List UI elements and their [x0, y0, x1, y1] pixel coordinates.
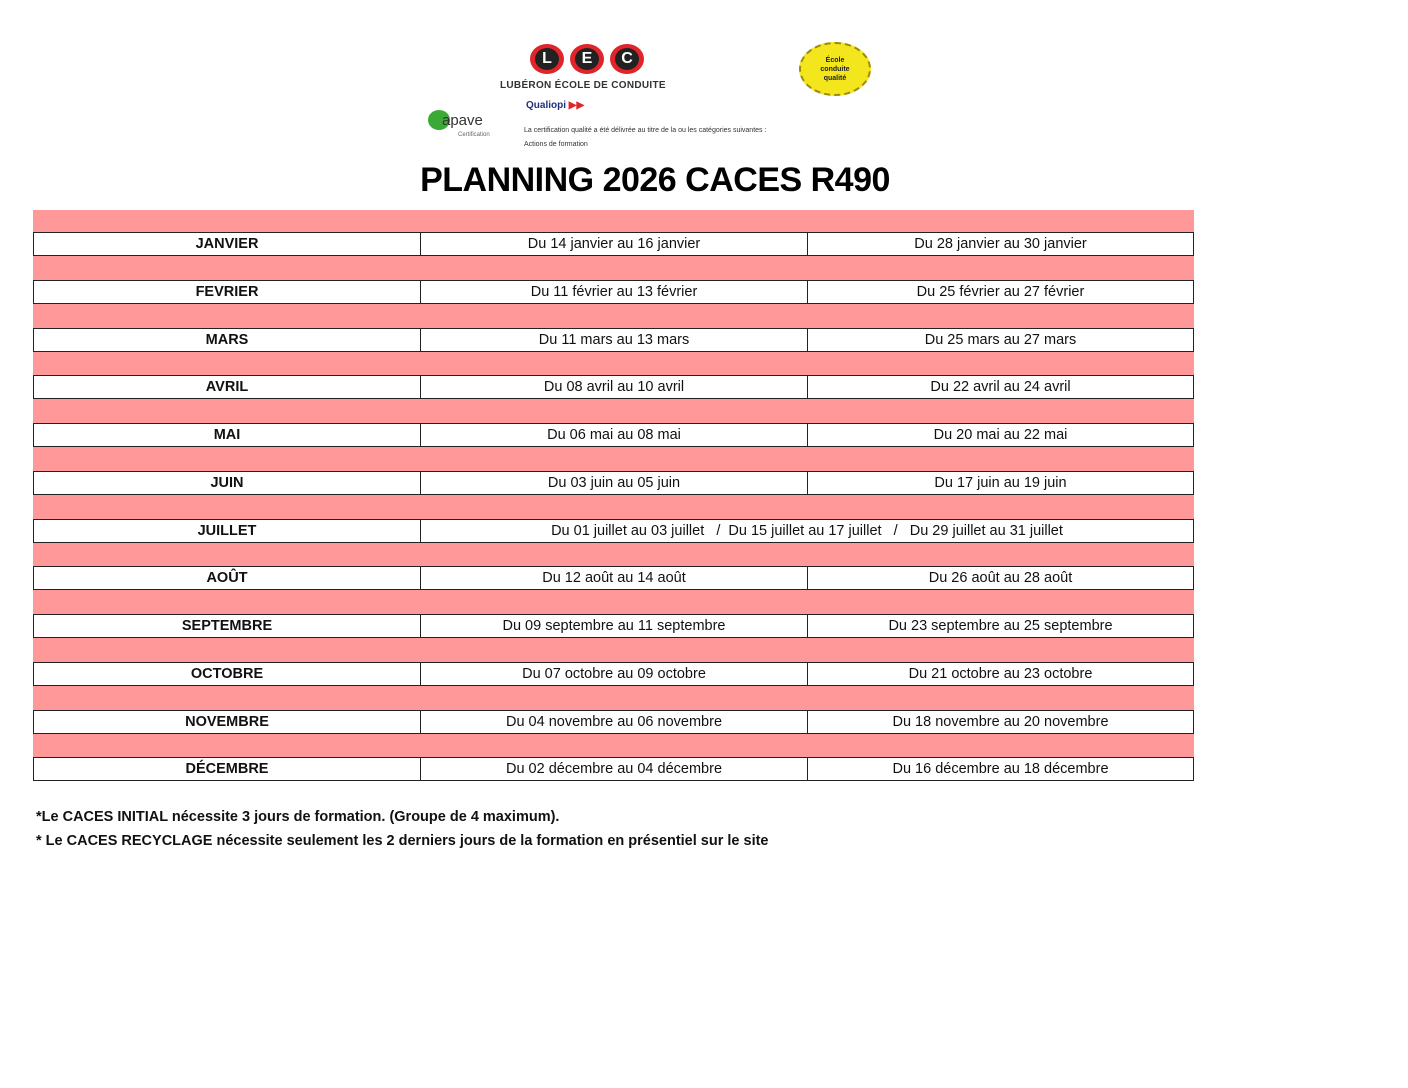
- month-cell: DÉCEMBRE: [34, 758, 421, 781]
- session-cell: Du 23 septembre au 25 septembre: [888, 618, 1113, 634]
- session-cell: Du 12 août au 14 août: [421, 567, 808, 590]
- session-cell: Du 26 août au 28 août: [928, 570, 1073, 587]
- month-cell: MAI: [34, 424, 421, 446]
- planning-table: JANVIER Du 14 janvier au 16 janvier Du 28 …: [33, 210, 1194, 782]
- table-row: AOÛT Du 12 août au 14 août Du 26 août au 2…: [33, 566, 1194, 591]
- session-cell: Du 14 janvier au 16 janvier: [421, 233, 808, 255]
- apave-sub: Certification: [458, 132, 490, 138]
- apave-logo: apave: [428, 110, 483, 130]
- session-cell: Du 20 mai au 22 mai: [933, 427, 1068, 443]
- month-cell: FEVRIER: [34, 280, 421, 303]
- table-row: JUIN Du 03 juin au 05 juin Du 17 juin au 1…: [33, 470, 1194, 495]
- session-cell: Du 02 décembre au 04 décembre: [421, 758, 808, 781]
- lec-logo: L E C: [530, 44, 644, 74]
- month-cell: JANVIER: [34, 233, 421, 255]
- page-title: PLANNING 2026 CACES R490: [420, 161, 890, 199]
- session-cell: Du 21 octobre au 23 octobre: [908, 665, 1093, 682]
- session-cell: Du 28 janvier au 30 janvier: [914, 236, 1087, 252]
- table-row: AVRIL Du 08 avril au 10 avril Du 22 avril …: [33, 375, 1194, 400]
- month-cell: AVRIL: [34, 376, 421, 399]
- apave-text: apave: [442, 111, 483, 129]
- session-cell: Du 04 novembre au 06 novembre: [421, 710, 808, 733]
- month-cell: JUILLET: [34, 519, 421, 542]
- qualiopi-text: Qualiopi: [526, 100, 566, 111]
- session-cell: Du 16 décembre au 18 décembre: [892, 761, 1109, 778]
- month-cell: SEPTEMBRE: [34, 615, 421, 637]
- table-row: MAI Du 06 mai au 08 mai Du 20 mai au 22 ma…: [33, 423, 1194, 447]
- month-cell: AOÛT: [34, 567, 421, 590]
- session-cell: Du 01 juillet au 03 juillet / Du 15 juil…: [551, 522, 1063, 539]
- qualiopi-logo: Qualiopi ▶▶: [526, 100, 585, 111]
- session-cell: Du 06 mai au 08 mai: [421, 424, 808, 446]
- certification-category: Actions de formation: [524, 141, 588, 148]
- month-cell: MARS: [34, 328, 421, 351]
- session-cell: Du 25 mars au 27 mars: [924, 331, 1077, 348]
- session-cell: Du 08 avril au 10 avril: [421, 376, 808, 399]
- logo-letter: L: [535, 48, 559, 70]
- note-recyclage: * Le CACES RECYCLAGE nécessite seulement…: [36, 833, 769, 849]
- session-cell: Du 22 avril au 24 avril: [930, 379, 1071, 396]
- session-cell: Du 18 novembre au 20 novembre: [892, 713, 1109, 730]
- table-row: SEPTEMBRE Du 09 septembre au 11 septembre…: [33, 614, 1194, 638]
- session-cell: Du 07 octobre au 09 octobre: [421, 662, 808, 685]
- session-cell: Du 03 juin au 05 juin: [421, 471, 808, 494]
- session-cell: Du 09 septembre au 11 septembre: [421, 615, 808, 637]
- month-cell: NOVEMBRE: [34, 710, 421, 733]
- session-cell: Du 11 février au 13 février: [421, 280, 808, 303]
- logo-letter: E: [575, 48, 599, 70]
- table-row: DÉCEMBRE Du 02 décembre au 04 décembre Du …: [33, 757, 1194, 782]
- month-cell: OCTOBRE: [34, 662, 421, 685]
- table-row: FEVRIER Du 11 février au 13 février Du 25 …: [33, 279, 1194, 304]
- session-cell: Du 25 février au 27 février: [916, 283, 1085, 300]
- session-cell: Du 17 juin au 19 juin: [934, 474, 1067, 491]
- table-row: NOVEMBRE Du 04 novembre au 06 novembre Du …: [33, 709, 1194, 734]
- table-row: JUILLET Du 01 juillet au 03 juillet / Du …: [33, 518, 1194, 543]
- table-row: OCTOBRE Du 07 octobre au 09 octobre Du 21 …: [33, 661, 1194, 686]
- session-cell: Du 11 mars au 13 mars: [421, 328, 808, 351]
- lec-name: LUBÉRON ÉCOLE DE CONDUITE: [500, 80, 666, 91]
- logo-letter: C: [615, 48, 639, 70]
- table-row: MARS Du 11 mars au 13 mars Du 25 mars au 2…: [33, 327, 1194, 352]
- table-row: JANVIER Du 14 janvier au 16 janvier Du 28 …: [33, 232, 1194, 256]
- quality-badge: École conduite qualité: [799, 42, 871, 96]
- month-cell: JUIN: [34, 471, 421, 494]
- note-initial: *Le CACES INITIAL nécessite 3 jours de f…: [36, 809, 560, 825]
- certification-text: La certification qualité a été délivrée …: [524, 127, 767, 134]
